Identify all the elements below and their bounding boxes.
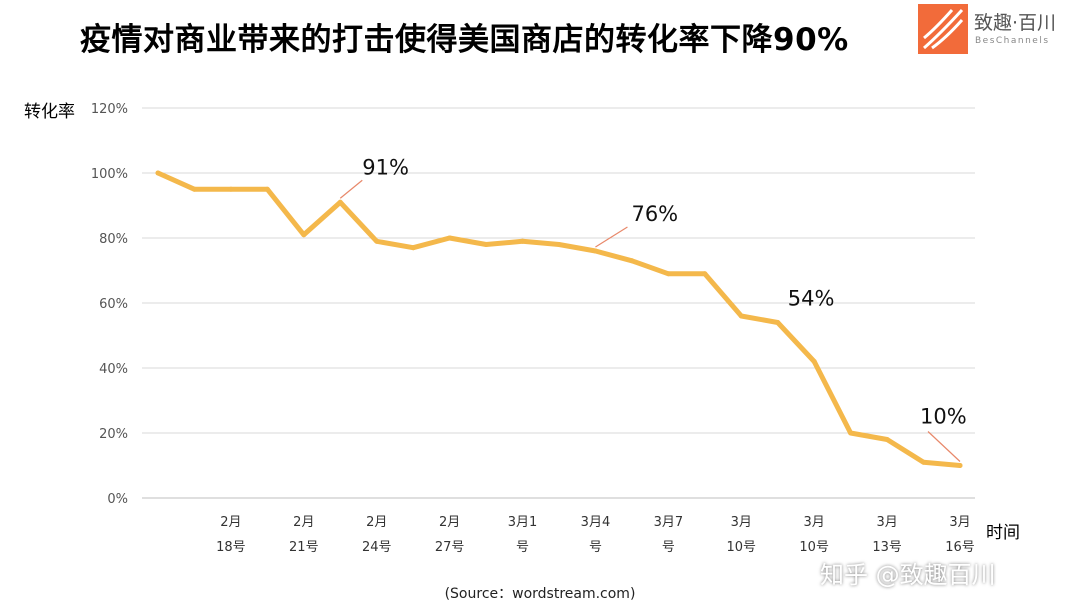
y-tick-label: 40%	[99, 362, 128, 377]
y-tick-label: 120%	[91, 102, 128, 117]
x-tick-label: 3月4	[581, 515, 611, 530]
data-point	[520, 238, 526, 244]
y-tick-label: 20%	[99, 427, 128, 442]
y-axis-label: 转化率	[24, 102, 75, 122]
logo-mark-icon	[918, 4, 968, 54]
logo-name: 致趣·百川	[974, 12, 1057, 34]
y-tick-label: 60%	[99, 297, 128, 312]
x-tick-label: 18号	[216, 540, 246, 555]
data-label: 76%	[631, 202, 678, 226]
data-point	[811, 359, 817, 364]
data-point	[921, 459, 927, 465]
data-point	[957, 463, 963, 468]
data-point	[410, 245, 416, 251]
series-line	[155, 170, 963, 468]
callout-leader	[595, 226, 628, 248]
x-tick-label: 13号	[872, 540, 902, 555]
data-point	[155, 170, 161, 176]
data-label: 54%	[788, 287, 835, 311]
x-tick-label: 27号	[435, 540, 465, 555]
x-tick-label: 号	[662, 540, 675, 555]
x-tick-label: 号	[516, 540, 529, 555]
x-axis-label: 时间	[986, 523, 1020, 543]
page-title: 疫情对商业带来的打击使得美国商店的转化率下降90%	[80, 22, 849, 58]
data-point	[191, 186, 197, 192]
data-point	[592, 248, 598, 254]
data-point	[228, 186, 234, 192]
callout-leader	[927, 431, 961, 462]
x-tick-label: 3月	[804, 515, 825, 530]
data-point	[301, 232, 307, 238]
data-label: 10%	[920, 405, 967, 429]
data-point	[447, 235, 453, 241]
x-tick-label: 3月1	[508, 515, 538, 530]
x-tick-label: 10号	[799, 540, 829, 555]
x-tick-label: 2月	[366, 515, 387, 530]
logo-subtitle: BesChannels	[975, 36, 1050, 46]
data-point	[702, 271, 708, 277]
x-tick-label: 3月7	[654, 515, 684, 530]
data-point	[556, 242, 562, 247]
x-tick-label: 21号	[289, 540, 319, 555]
x-tick-label: 2月	[293, 515, 314, 530]
data-point	[848, 430, 854, 436]
source-note: (Source：wordstream.com)	[444, 586, 636, 602]
data-point	[775, 320, 781, 325]
data-point	[884, 437, 890, 442]
x-tick-label: 3月	[876, 515, 897, 530]
data-point	[665, 271, 671, 277]
x-tick-label: 16号	[945, 540, 975, 555]
x-tick-label: 3月	[731, 515, 752, 530]
callout-leader	[339, 179, 363, 199]
data-point	[337, 199, 343, 205]
y-tick-label: 0%	[107, 492, 128, 507]
data-point	[264, 186, 270, 192]
data-label: 91%	[362, 155, 409, 179]
x-tick-label: 3月	[949, 515, 970, 530]
data-point	[483, 242, 489, 247]
x-tick-label: 2月	[220, 515, 241, 530]
data-point	[738, 313, 744, 319]
watermark: 知乎 @致趣百川	[820, 561, 996, 589]
x-tick-label: 10号	[726, 540, 756, 555]
x-tick-label: 24号	[362, 540, 392, 555]
data-point	[629, 258, 635, 264]
brand-logo: 致趣·百川 BesChannels	[918, 4, 1076, 56]
data-point	[374, 238, 380, 244]
y-tick-label: 80%	[99, 232, 128, 247]
y-tick-label: 100%	[91, 167, 128, 182]
x-tick-label: 号	[589, 540, 602, 555]
x-tick-label: 2月	[439, 515, 460, 530]
